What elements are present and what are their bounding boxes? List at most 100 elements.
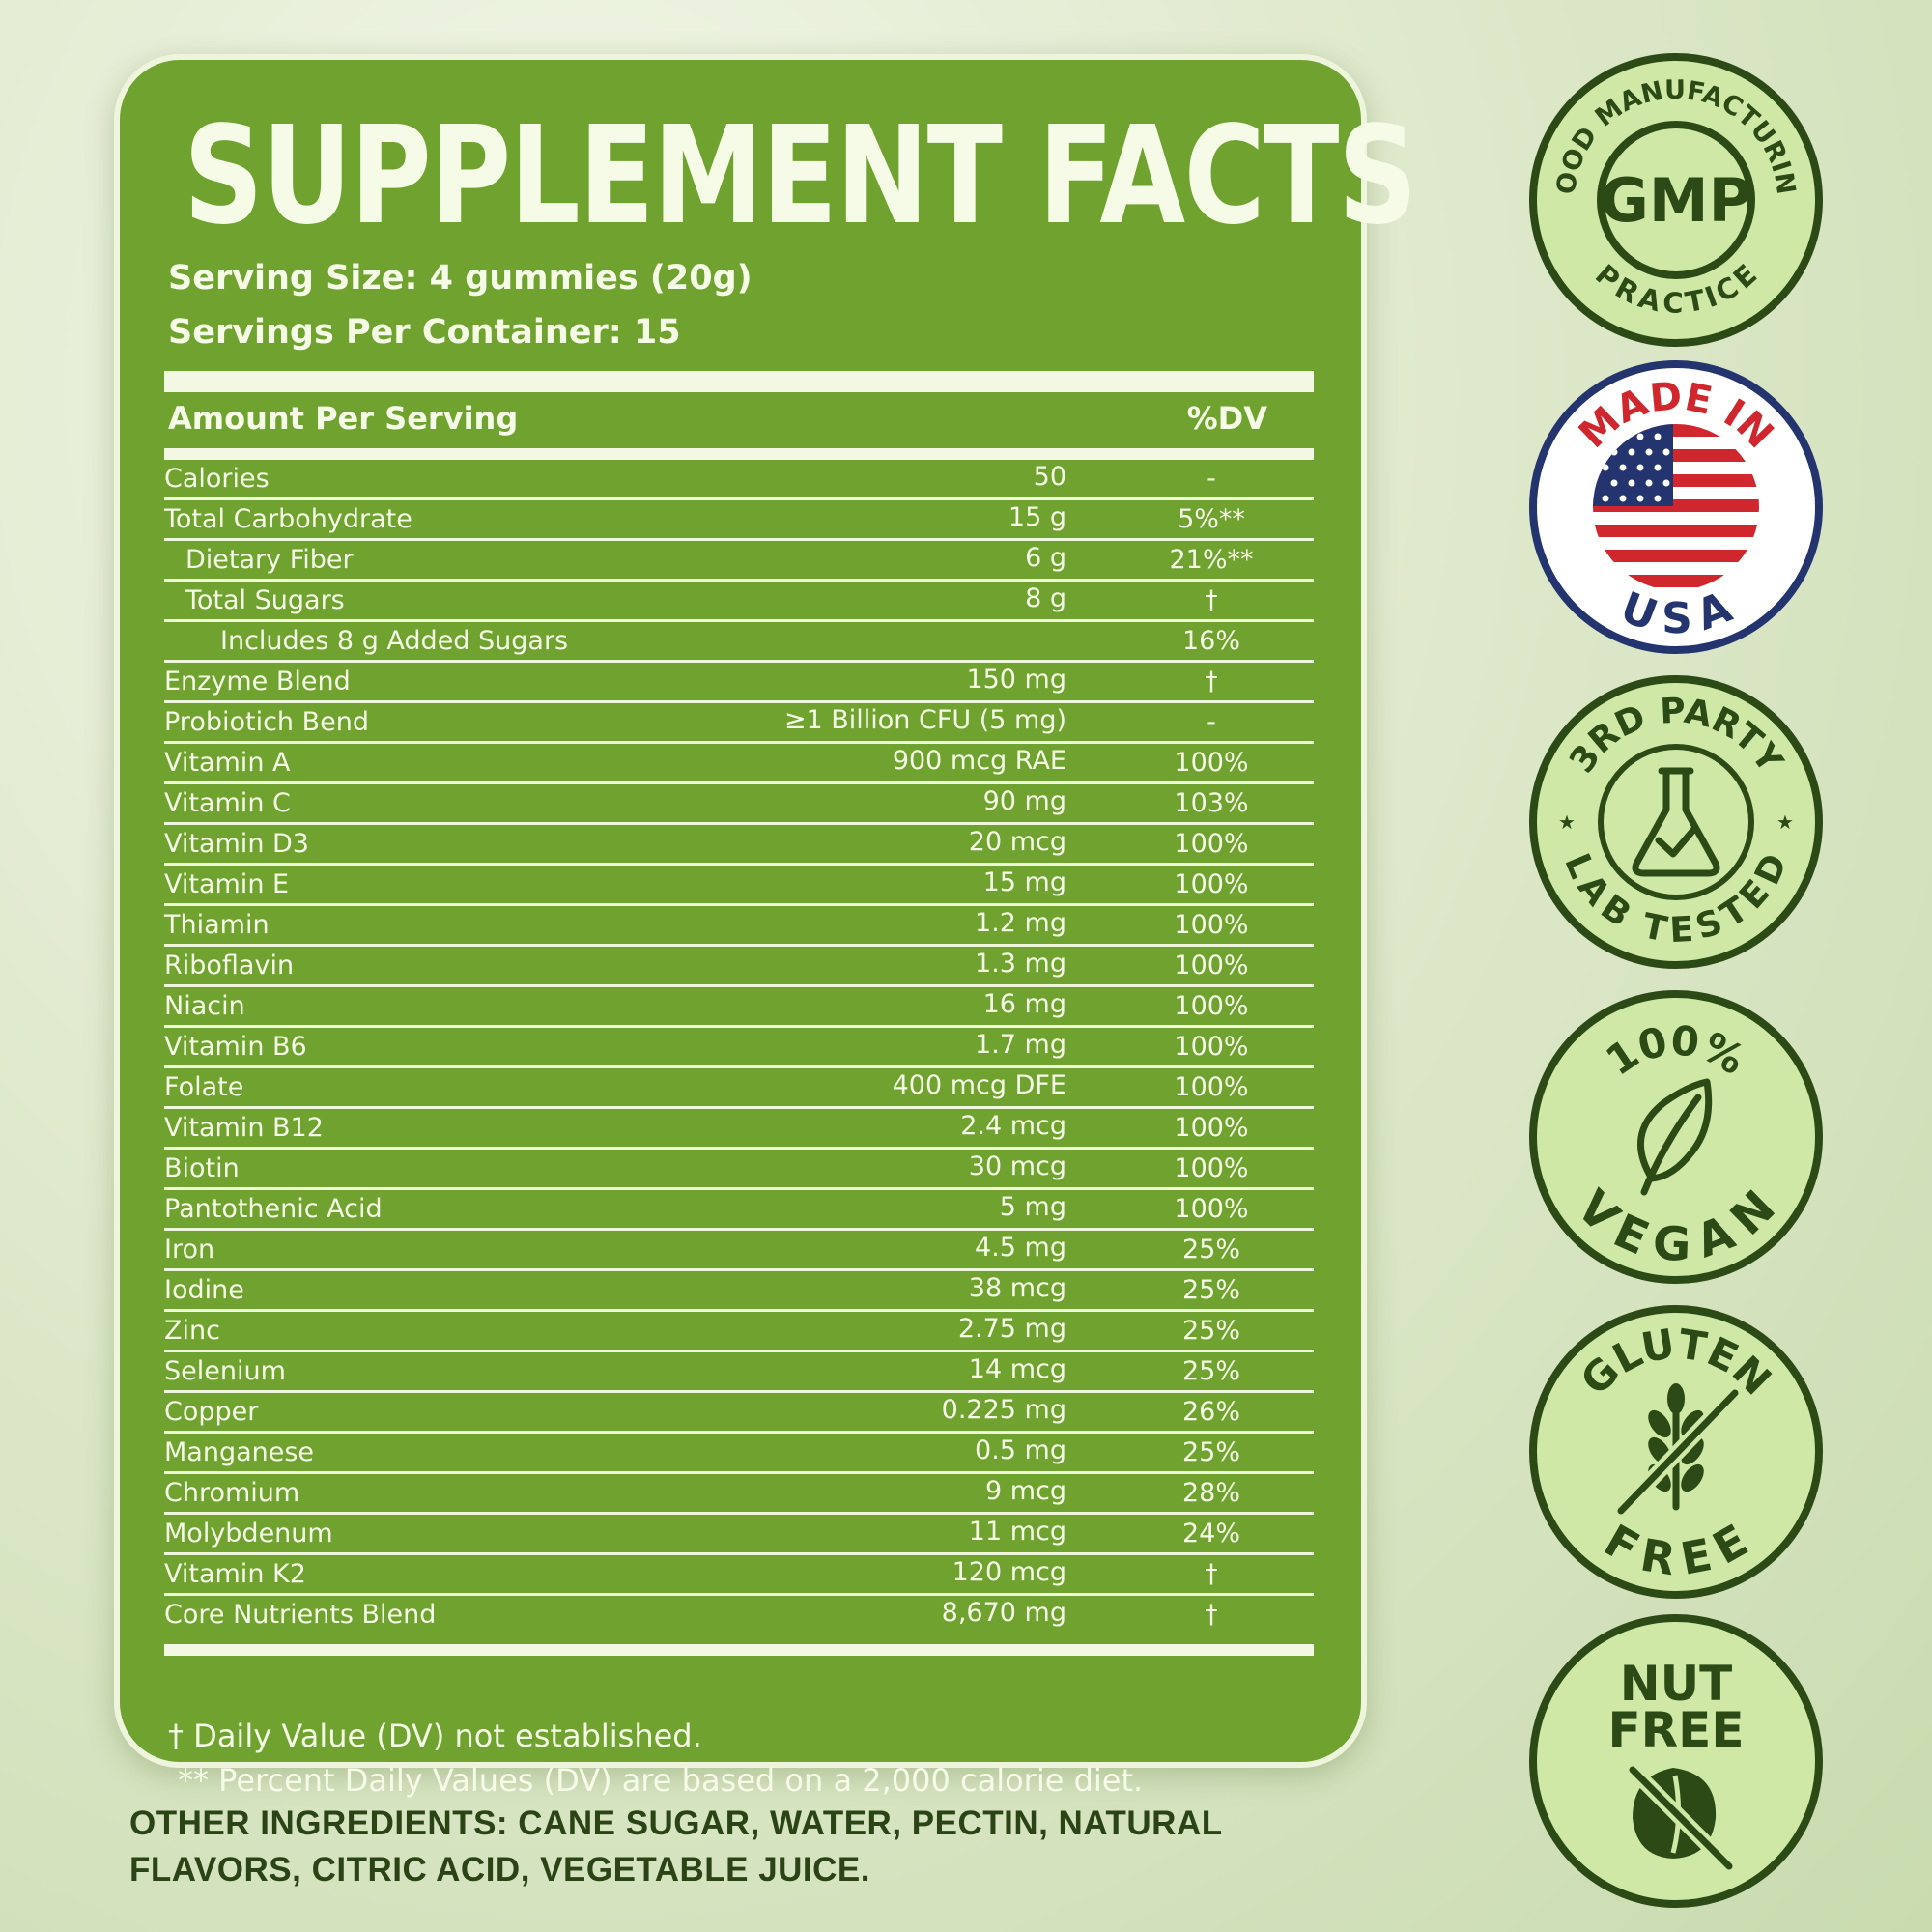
flask-check-icon — [1632, 767, 1720, 877]
star-icon: ★ — [1776, 810, 1794, 834]
nutrient-amount: ≥1 Billion CFU (5 mg) — [783, 705, 1066, 735]
nutrient-dv: 28% — [1181, 1478, 1240, 1508]
table-row: Pantothenic Acid 5 mg 100% — [164, 1190, 1314, 1231]
gluten-free-badge: GLUTEN FREE — [1528, 1304, 1824, 1600]
table-row: Niacin 16 mg 100% — [164, 987, 1314, 1028]
nutrient-amount: 120 mcg — [952, 1557, 1066, 1587]
nutrient-dv: 100% — [1174, 1113, 1249, 1143]
nutrient-name: Probiotich Bend — [164, 707, 370, 737]
star-icon: ★ — [1558, 810, 1576, 834]
table-row: Iron 4.5 mg 25% — [164, 1231, 1314, 1271]
nutrient-dv: 26% — [1181, 1397, 1240, 1427]
nutrient-amount: 9 mcg — [984, 1476, 1066, 1506]
table-row: Iodine 38 mcg 25% — [164, 1271, 1314, 1312]
other-ingredients: OTHER INGREDIENTS: CANE SUGAR, WATER, PE… — [129, 1801, 1231, 1893]
nutrient-dv: 100% — [1174, 1153, 1249, 1183]
leaf-icon — [1636, 1078, 1713, 1196]
nutrient-dv: 103% — [1174, 788, 1249, 818]
nutrient-amount: 5 mg — [999, 1192, 1066, 1222]
table-row: Total Sugars 8 g † — [164, 582, 1314, 622]
nutrient-dv: 25% — [1181, 1437, 1240, 1467]
wheat-crossed-icon — [1613, 1383, 1743, 1519]
nut-free-badge: NUT FREE — [1528, 1613, 1824, 1909]
table-row: Chromium 9 mcg 28% — [164, 1474, 1314, 1515]
table-row: Core Nutrients Blend 8,670 mg † — [164, 1596, 1314, 1636]
table-row: Molybdenum 11 mcg 24% — [164, 1515, 1314, 1555]
nutrient-name: Vitamin E — [164, 869, 290, 899]
made-in-usa-badge: MADE IN USA — [1528, 359, 1824, 655]
nutrient-dv: † — [1205, 585, 1218, 615]
table-row: Zinc 2.75 mg 25% — [164, 1312, 1314, 1352]
nutrient-name: Riboflavin — [164, 951, 295, 980]
nut-crossed-icon — [1625, 1762, 1737, 1874]
nutrient-amount: 90 mg — [982, 786, 1066, 816]
nutrient-name: Vitamin C — [164, 788, 291, 818]
nutrient-amount: 900 mcg RAE — [892, 746, 1066, 776]
nutrient-amount: 1.2 mg — [975, 908, 1066, 938]
nutrient-dv: 100% — [1174, 869, 1249, 899]
nutrient-name: Vitamin K2 — [164, 1559, 306, 1589]
nutrient-dv: 100% — [1174, 1072, 1249, 1102]
page-title: SUPPLEMENT FACTS — [184, 98, 1417, 255]
table-row: Vitamin B6 1.7 mg 100% — [164, 1028, 1314, 1068]
nutrient-amount: 0.225 mg — [941, 1395, 1066, 1425]
nutrient-amount: 14 mcg — [968, 1354, 1066, 1384]
table-row: Vitamin C 90 mg 103% — [164, 784, 1314, 825]
nutrient-name: Total Carbohydrate — [164, 504, 412, 534]
header-amount-per-serving: Amount Per Serving — [168, 400, 519, 437]
table-row: Riboflavin 1.3 mg 100% — [164, 947, 1314, 987]
nutrient-dv: 100% — [1174, 991, 1249, 1021]
nutrient-dv: 100% — [1174, 910, 1249, 940]
thick-divider-bottom — [164, 1644, 1314, 1656]
nutrient-name: Selenium — [164, 1356, 286, 1386]
nutrient-name: Vitamin B12 — [164, 1113, 324, 1143]
nutrient-amount: 16 mg — [982, 989, 1066, 1019]
nutrient-dv: † — [1205, 1559, 1218, 1589]
nutrient-dv: 25% — [1181, 1316, 1240, 1346]
nutrient-dv: 24% — [1181, 1519, 1240, 1548]
nutrient-name: Pantothenic Acid — [164, 1194, 383, 1224]
nutrient-dv: 100% — [1174, 1194, 1249, 1224]
nutrient-amount: 50 — [1033, 462, 1066, 492]
thick-divider-top — [164, 371, 1314, 392]
nutrient-name: Calories — [164, 464, 270, 494]
nutrient-name: Total Sugars — [185, 585, 345, 615]
table-row: Total Carbohydrate 15 g 5%** — [164, 500, 1314, 541]
servings-per-container: Servings Per Container: 15 — [168, 313, 681, 352]
third-party-lab-tested-badge: 3RD PARTY ★ ★ LAB TESTED — [1528, 674, 1824, 970]
header-dv: %DV — [1186, 400, 1267, 437]
other-ingredients-line-1: OTHER INGREDIENTS: CANE SUGAR, WATER, PE… — [129, 1804, 1223, 1842]
nutrient-name: Dietary Fiber — [185, 545, 354, 575]
table-row: Calories 50 - — [164, 460, 1314, 500]
nutrient-table: Calories 50 - Total Carbohydrate 15 g 5%** Die… — [164, 460, 1314, 1636]
nutrient-amount: 4.5 mg — [975, 1233, 1066, 1263]
nutrient-name: Manganese — [164, 1437, 315, 1467]
nutrient-dv: - — [1207, 464, 1216, 494]
table-row: Vitamin K2 120 mcg † — [164, 1555, 1314, 1596]
nutrient-name: Core Nutrients Blend — [164, 1600, 437, 1630]
nut-top-text: NUT — [1620, 1656, 1733, 1712]
nutrient-amount: 400 mcg DFE — [892, 1070, 1066, 1100]
nutrient-name: Thiamin — [164, 910, 270, 940]
nutrient-dv: 100% — [1174, 1032, 1249, 1062]
nutrient-name: Iodine — [164, 1275, 244, 1305]
nutrient-amount: 2.4 mcg — [960, 1111, 1066, 1141]
nutrient-name: Biotin — [164, 1153, 240, 1183]
gmp-center-text: GMP — [1600, 165, 1752, 236]
nutrient-name: Enzyme Blend — [164, 667, 351, 696]
nutrient-name: Iron — [164, 1235, 215, 1264]
table-header: Amount Per Serving %DV — [168, 400, 1314, 448]
table-row: Enzyme Blend 150 mg † — [164, 663, 1314, 703]
table-row: Manganese 0.5 mg 25% — [164, 1434, 1314, 1474]
thick-divider-header — [164, 448, 1314, 460]
table-row: Includes 8 g Added Sugars 16% — [164, 622, 1314, 663]
nutrient-dv: 25% — [1181, 1235, 1240, 1264]
nutrient-name: Vitamin A — [164, 748, 291, 778]
nutrient-name: Vitamin B6 — [164, 1032, 307, 1062]
nutrient-amount: 8,670 mg — [941, 1598, 1066, 1628]
nutrient-dv: 5%** — [1178, 504, 1245, 534]
supplement-facts-panel: SUPPLEMENT FACTS Serving Size: 4 gummies… — [114, 54, 1417, 1799]
nutrient-amount: 2.75 mg — [957, 1314, 1066, 1344]
nutrient-dv: 25% — [1181, 1275, 1240, 1305]
